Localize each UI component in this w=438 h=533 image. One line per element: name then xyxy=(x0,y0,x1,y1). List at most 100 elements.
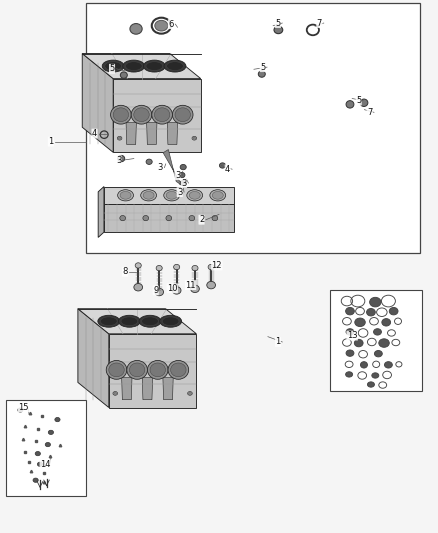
Ellipse shape xyxy=(143,60,165,72)
Text: 4: 4 xyxy=(225,165,230,174)
Text: 2: 2 xyxy=(199,215,204,224)
Ellipse shape xyxy=(120,191,131,199)
Ellipse shape xyxy=(367,382,374,387)
Ellipse shape xyxy=(114,392,117,394)
Text: 5: 5 xyxy=(110,64,115,73)
Text: 3: 3 xyxy=(175,171,180,180)
Ellipse shape xyxy=(208,264,214,270)
Ellipse shape xyxy=(37,462,42,466)
Ellipse shape xyxy=(372,373,379,378)
Text: 11: 11 xyxy=(185,280,196,289)
Ellipse shape xyxy=(360,99,368,107)
Polygon shape xyxy=(78,309,196,334)
Ellipse shape xyxy=(129,363,145,377)
Ellipse shape xyxy=(166,215,172,221)
Ellipse shape xyxy=(179,172,185,177)
Ellipse shape xyxy=(166,191,177,199)
Ellipse shape xyxy=(207,281,215,289)
Ellipse shape xyxy=(346,329,354,335)
Text: 15: 15 xyxy=(18,403,28,412)
Ellipse shape xyxy=(118,316,140,327)
Polygon shape xyxy=(142,378,152,400)
Ellipse shape xyxy=(385,362,392,368)
Polygon shape xyxy=(113,79,201,152)
Ellipse shape xyxy=(370,297,381,307)
Bar xyxy=(6,400,86,496)
Ellipse shape xyxy=(210,190,226,201)
Ellipse shape xyxy=(162,317,179,326)
Ellipse shape xyxy=(187,392,192,395)
Ellipse shape xyxy=(180,180,186,185)
Polygon shape xyxy=(147,123,157,144)
Text: 9: 9 xyxy=(153,286,158,295)
Text: 5: 5 xyxy=(276,19,281,28)
Ellipse shape xyxy=(382,319,391,326)
Text: 3: 3 xyxy=(181,179,187,188)
Ellipse shape xyxy=(164,190,180,201)
Polygon shape xyxy=(167,123,177,144)
Ellipse shape xyxy=(156,265,162,271)
Ellipse shape xyxy=(123,60,145,72)
Ellipse shape xyxy=(113,392,117,395)
Text: 10: 10 xyxy=(167,284,177,293)
Ellipse shape xyxy=(219,163,226,168)
Ellipse shape xyxy=(152,106,173,124)
Ellipse shape xyxy=(105,62,121,70)
Ellipse shape xyxy=(100,317,117,326)
Ellipse shape xyxy=(106,360,127,379)
Ellipse shape xyxy=(355,318,365,327)
Ellipse shape xyxy=(346,350,354,357)
Ellipse shape xyxy=(18,408,23,412)
Ellipse shape xyxy=(98,316,120,327)
Ellipse shape xyxy=(150,363,166,377)
Ellipse shape xyxy=(354,340,363,347)
Text: 3: 3 xyxy=(177,188,182,197)
Ellipse shape xyxy=(389,308,398,315)
Bar xyxy=(330,290,422,391)
Polygon shape xyxy=(126,123,136,144)
Ellipse shape xyxy=(173,106,193,124)
Ellipse shape xyxy=(258,71,265,77)
Polygon shape xyxy=(82,53,113,152)
Ellipse shape xyxy=(141,317,159,326)
Ellipse shape xyxy=(192,136,197,140)
Ellipse shape xyxy=(33,478,38,482)
Polygon shape xyxy=(122,378,132,400)
Ellipse shape xyxy=(117,136,122,140)
Polygon shape xyxy=(98,187,104,237)
Ellipse shape xyxy=(118,190,134,201)
Ellipse shape xyxy=(187,190,203,201)
Text: 8: 8 xyxy=(123,268,128,276)
Ellipse shape xyxy=(135,263,141,268)
Ellipse shape xyxy=(212,191,223,199)
Ellipse shape xyxy=(118,138,121,139)
Ellipse shape xyxy=(164,60,186,72)
Ellipse shape xyxy=(113,108,129,122)
Ellipse shape xyxy=(374,329,381,335)
Ellipse shape xyxy=(131,106,152,124)
Ellipse shape xyxy=(172,287,181,294)
Ellipse shape xyxy=(143,191,154,199)
Ellipse shape xyxy=(110,106,131,124)
Ellipse shape xyxy=(48,430,53,434)
Ellipse shape xyxy=(155,288,163,296)
Polygon shape xyxy=(104,187,233,204)
Ellipse shape xyxy=(127,360,148,379)
Polygon shape xyxy=(109,334,196,408)
Ellipse shape xyxy=(189,215,195,221)
Ellipse shape xyxy=(374,351,382,357)
Bar xyxy=(86,3,420,253)
Ellipse shape xyxy=(175,108,191,122)
Ellipse shape xyxy=(154,108,170,122)
Text: 1: 1 xyxy=(276,337,281,346)
Ellipse shape xyxy=(168,360,189,379)
Ellipse shape xyxy=(191,285,199,293)
Polygon shape xyxy=(104,204,233,232)
Ellipse shape xyxy=(134,108,149,122)
Ellipse shape xyxy=(193,138,196,139)
Text: 7: 7 xyxy=(367,108,372,117)
Ellipse shape xyxy=(189,392,191,394)
Polygon shape xyxy=(163,378,173,400)
Ellipse shape xyxy=(45,442,50,447)
Text: 7: 7 xyxy=(317,19,322,28)
